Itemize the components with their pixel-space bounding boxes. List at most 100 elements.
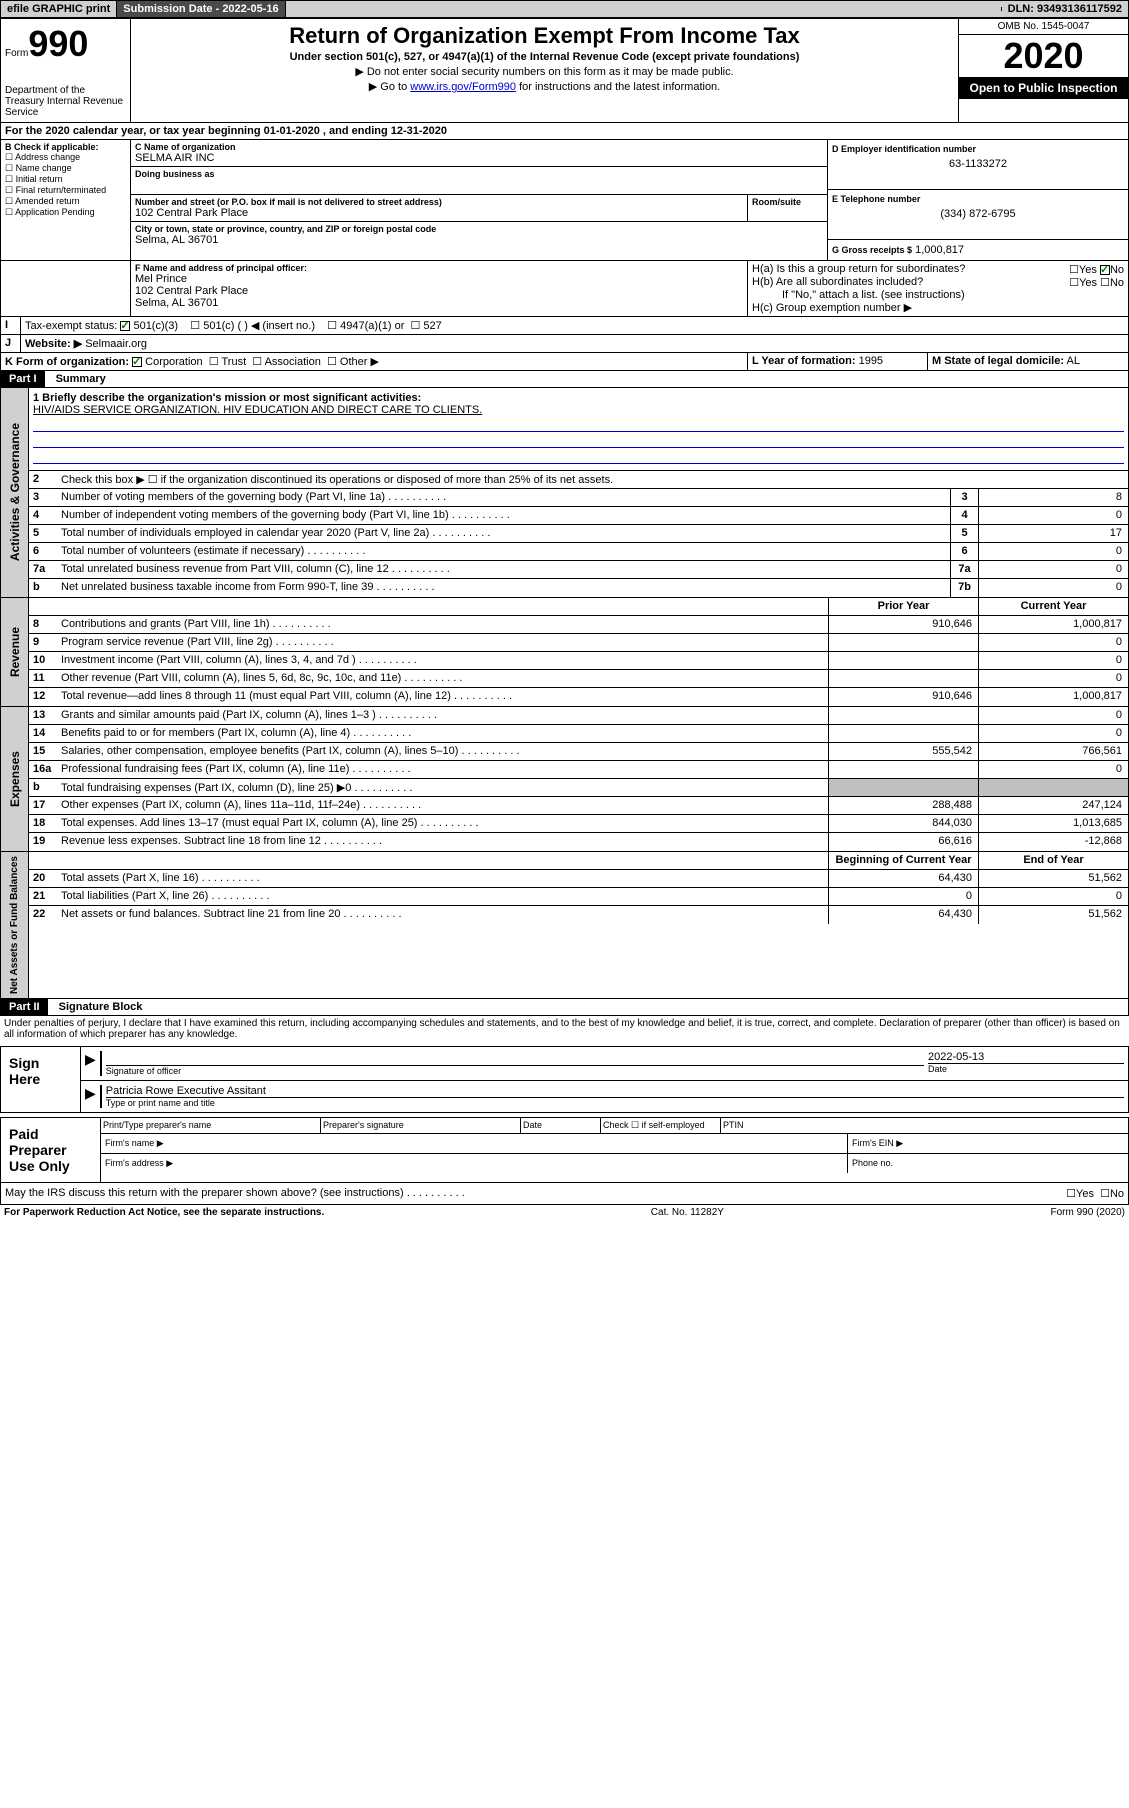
footer-right: Form 990 (2020) <box>1051 1207 1125 1218</box>
fh-spacer <box>1 261 131 316</box>
hb-label: H(b) Are all subordinates included? <box>752 276 923 289</box>
paid-body: Print/Type preparer's name Preparer's si… <box>101 1118 1128 1182</box>
footer-left: For Paperwork Reduction Act Notice, see … <box>4 1207 324 1218</box>
prep-row1: Print/Type preparer's name Preparer's si… <box>101 1118 1128 1134</box>
b-opt-5[interactable]: ☐ Application Pending <box>5 207 126 218</box>
note2-pre: ▶ Go to <box>369 81 410 93</box>
g-label: G Gross receipts $ <box>832 245 912 255</box>
discuss-yesno[interactable]: ☐Yes ☐No <box>1066 1187 1124 1200</box>
k-corp-check[interactable] <box>132 357 142 367</box>
expenses-vlabel: Expenses <box>1 707 29 851</box>
state-domicile: AL <box>1066 355 1079 367</box>
line2: 2 Check this box ▶ ☐ if the organization… <box>29 471 1128 489</box>
part2-badge: Part II <box>1 999 48 1015</box>
efile-label[interactable]: efile GRAPHIC print <box>1 1 117 17</box>
line-10: 10Investment income (Part VIII, column (… <box>29 652 1128 670</box>
section-m: M State of legal domicile: AL <box>928 353 1128 370</box>
officer-city: Selma, AL 36701 <box>135 297 743 309</box>
prep-date: Date <box>521 1118 601 1133</box>
street: 102 Central Park Place <box>135 207 743 219</box>
line-4: 4Number of independent voting members of… <box>29 507 1128 525</box>
submission-date[interactable]: Submission Date - 2022-05-16 <box>117 1 285 17</box>
line2-text: Check this box ▶ ☐ if the organization d… <box>57 471 1128 488</box>
netassets-section: Net Assets or Fund Balances Beginning of… <box>0 852 1129 999</box>
prep-name: Print/Type preparer's name <box>101 1118 321 1133</box>
m-label: M State of legal domicile: <box>932 355 1064 367</box>
line-12: 12Total revenue—add lines 8 through 11 (… <box>29 688 1128 706</box>
part1-title: Summary <box>48 373 106 385</box>
i-label: Tax-exempt status: <box>25 320 117 332</box>
firm-ein: Firm's EIN ▶ <box>848 1134 1128 1153</box>
ha-yesno[interactable]: ☐Yes No <box>1069 263 1124 276</box>
k-opt-2: Association <box>265 356 321 368</box>
sign-here-section: Sign Here ▶ Signature of officer 2022-05… <box>0 1046 1129 1113</box>
mission-blank-3 <box>33 450 1124 464</box>
b-opt-0[interactable]: ☐ Address change <box>5 152 126 163</box>
hb-yesno[interactable]: ☐Yes ☐No <box>1069 276 1124 289</box>
b-opt-1[interactable]: ☐ Name change <box>5 163 126 174</box>
section-f: F Name and address of principal officer:… <box>131 261 748 316</box>
prep-row2: Firm's name ▶ Firm's EIN ▶ <box>101 1134 1128 1154</box>
j-letter: J <box>1 335 21 352</box>
header-left: Form990 Department of the Treasury Inter… <box>1 19 131 122</box>
governance-vlabel: Activities & Governance <box>1 388 29 597</box>
line-21: 21Total liabilities (Part X, line 26)00 <box>29 888 1128 906</box>
prep-check[interactable]: Check ☐ if self-employed <box>601 1118 721 1133</box>
part2-header-row: Part II Signature Block <box>0 999 1129 1016</box>
b-opt-2[interactable]: ☐ Initial return <box>5 174 126 185</box>
gross-receipts: 1,000,817 <box>915 244 964 256</box>
d-label: D Employer identification number <box>832 144 1124 154</box>
col-end: End of Year <box>978 852 1128 869</box>
line-7a: 7aTotal unrelated business revenue from … <box>29 561 1128 579</box>
prep-sig: Preparer's signature <box>321 1118 521 1133</box>
firm-phone: Phone no. <box>848 1154 1128 1173</box>
c-name-label: C Name of organization <box>135 142 823 152</box>
line1-label: 1 Briefly describe the organization's mi… <box>33 392 1124 404</box>
mission-text: HIV/AIDS SERVICE ORGANIZATION. HIV EDUCA… <box>33 404 1124 416</box>
section-l: L Year of formation: 1995 <box>748 353 928 370</box>
sig-name: Patricia Rowe Executive Assitant <box>106 1085 1124 1097</box>
tax-year: 2020 <box>959 35 1128 77</box>
sig-officer-label: Signature of officer <box>106 1065 924 1076</box>
city: Selma, AL 36701 <box>135 234 823 246</box>
phone: (334) 872-6795 <box>832 208 1124 220</box>
line-9: 9Program service revenue (Part VIII, lin… <box>29 634 1128 652</box>
form990-link[interactable]: www.irs.gov/Form990 <box>410 81 516 93</box>
line-11: 11Other revenue (Part VIII, column (A), … <box>29 670 1128 688</box>
firm-addr: Firm's address ▶ <box>101 1154 848 1173</box>
ein: 63-1133272 <box>832 158 1124 170</box>
revenue-body: Prior Year Current Year 8Contributions a… <box>29 598 1128 706</box>
website: Selmaair.org <box>85 338 147 350</box>
governance-section: Activities & Governance 1 Briefly descri… <box>0 388 1129 598</box>
arrow-icon-2: ▶ <box>85 1085 96 1108</box>
line-5: 5Total number of individuals employed in… <box>29 525 1128 543</box>
note2-post: for instructions and the latest informat… <box>516 81 720 93</box>
open-public: Open to Public Inspection <box>959 77 1128 99</box>
f-label: F Name and address of principal officer: <box>135 263 743 273</box>
section-k: K Form of organization: Corporation ☐ Tr… <box>1 353 748 370</box>
b-opt-3[interactable]: ☐ Final return/terminated <box>5 185 126 196</box>
j-label: Website: ▶ <box>25 338 82 350</box>
sig-name-label: Type or print name and title <box>106 1097 1124 1108</box>
mission-blank-1 <box>33 418 1124 432</box>
form-header: Form990 Department of the Treasury Inter… <box>0 18 1129 123</box>
i-501c3-check[interactable] <box>120 321 130 331</box>
col-begin: Beginning of Current Year <box>828 852 978 869</box>
line-14: 14Benefits paid to or for members (Part … <box>29 725 1128 743</box>
city-label: City or town, state or province, country… <box>135 224 823 234</box>
ptin: PTIN <box>721 1118 1128 1133</box>
part1-header-row: Part I Summary <box>0 371 1129 388</box>
sig-name-row: ▶ Patricia Rowe Executive Assitant Type … <box>81 1081 1128 1112</box>
ha-label: H(a) Is this a group return for subordin… <box>752 263 965 276</box>
expenses-body: 13Grants and similar amounts paid (Part … <box>29 707 1128 851</box>
org-name: SELMA AIR INC <box>135 152 823 164</box>
sig-officer-row: ▶ Signature of officer 2022-05-13 Date <box>81 1047 1128 1081</box>
firm-name: Firm's name ▶ <box>101 1134 848 1153</box>
spacer <box>286 7 1002 11</box>
line-16a: 16aProfessional fundraising fees (Part I… <box>29 761 1128 779</box>
fh-row: F Name and address of principal officer:… <box>0 261 1129 317</box>
dba-label: Doing business as <box>135 169 823 179</box>
line-3: 3Number of voting members of the governi… <box>29 489 1128 507</box>
b-opt-4[interactable]: ☐ Amended return <box>5 196 126 207</box>
arrow-icon: ▶ <box>85 1051 96 1076</box>
